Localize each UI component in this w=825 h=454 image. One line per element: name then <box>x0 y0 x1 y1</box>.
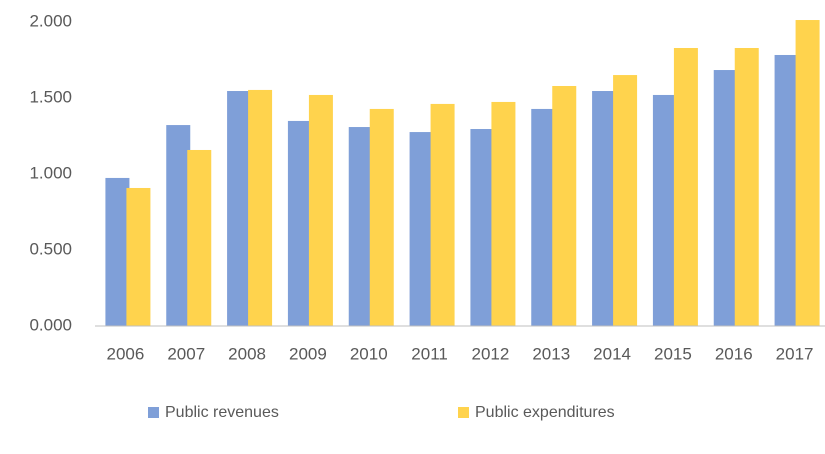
x-tick-label: 2010 <box>350 344 388 363</box>
bar <box>369 108 394 326</box>
y-tick-label: 2.000 <box>29 11 72 30</box>
bar <box>713 70 738 326</box>
y-tick-label: 0.000 <box>29 315 72 334</box>
bar <box>592 91 617 327</box>
bar <box>227 91 252 327</box>
y-tick-label: 1.000 <box>29 163 72 182</box>
x-tick-label: 2016 <box>715 344 753 363</box>
bar <box>166 125 191 326</box>
x-tick-label: 2014 <box>593 344 631 363</box>
bar <box>795 20 820 327</box>
x-tick-label: 2008 <box>228 344 266 363</box>
x-tick-label: 2009 <box>289 344 327 363</box>
bar <box>348 127 373 326</box>
x-tick-label: 2015 <box>654 344 692 363</box>
x-tick-label: 2012 <box>472 344 510 363</box>
bar <box>430 103 455 326</box>
bar <box>673 47 698 326</box>
x-tick-label: 2011 <box>411 344 448 363</box>
bar <box>531 108 556 326</box>
bar <box>774 54 799 326</box>
legend-swatch <box>148 407 159 418</box>
bar <box>187 149 212 326</box>
legend-label: Public expenditures <box>475 404 615 421</box>
bar <box>308 94 333 327</box>
x-tick-label: 2007 <box>167 344 205 363</box>
bar <box>409 132 434 326</box>
x-tick-label: 2017 <box>776 344 814 363</box>
bar <box>734 47 759 326</box>
legend: Public revenues Public expenditures <box>148 404 615 421</box>
bar <box>248 89 273 326</box>
bar <box>613 75 638 326</box>
y-tick-label: 1.500 <box>29 87 72 106</box>
legend-swatch <box>458 407 469 418</box>
bar <box>287 120 312 327</box>
bar <box>491 101 516 327</box>
x-tick-label: 2013 <box>532 344 570 363</box>
bar <box>470 129 495 326</box>
bar <box>652 94 677 327</box>
legend-label: Public revenues <box>165 404 279 421</box>
bar <box>552 85 577 326</box>
bar <box>105 177 130 326</box>
bar <box>126 187 151 326</box>
x-tick-label: 2006 <box>107 344 145 363</box>
y-tick-label: 0.500 <box>29 239 72 258</box>
